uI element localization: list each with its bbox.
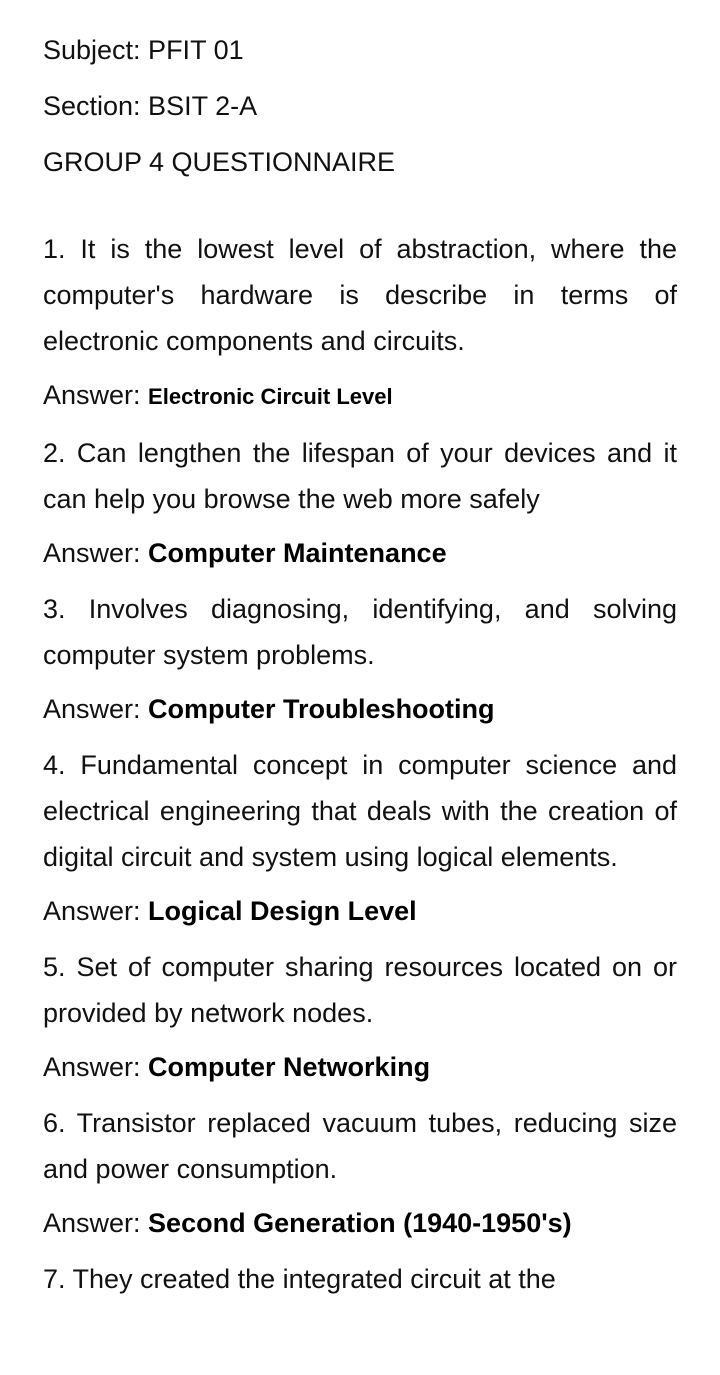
answer-label: Answer: — [43, 896, 149, 926]
question-7: 7. They created the integrated circuit a… — [43, 1264, 556, 1294]
answer-value: Computer Maintenance — [148, 538, 447, 568]
answer-value: Logical Design Level — [148, 896, 417, 926]
answer-value: Computer Troubleshooting — [148, 694, 495, 724]
answer-label: Answer: — [43, 694, 149, 724]
answer-value: Electronic Circuit Level — [148, 384, 393, 409]
question-2: 2. Can lengthen the lifespan of your dev… — [43, 438, 677, 514]
document-title: GROUP 4 QUESTIONNAIRE — [43, 147, 396, 177]
question-5: 5. Set of computer sharing resources loc… — [43, 952, 677, 1028]
answer-4: Answer: Logical Design Level — [43, 888, 677, 934]
section-line: Section: BSIT 2-A — [43, 91, 258, 121]
question-6: 6. Transistor replaced vacuum tubes, red… — [43, 1108, 677, 1184]
answer-value: Second Generation (1940-1950's) — [148, 1208, 572, 1238]
header-spacer — [43, 190, 677, 226]
answer-label: Answer: — [43, 1208, 149, 1238]
answer-3: Answer: Computer Troubleshooting — [43, 686, 677, 732]
answer-label: Answer: — [43, 538, 149, 568]
answer-1: Answer: Electronic Circuit Level — [43, 372, 677, 420]
answer-label: Answer: — [43, 1052, 149, 1082]
answer-5: Answer: Computer Networking — [43, 1044, 677, 1090]
answer-2: Answer: Computer Maintenance — [43, 530, 677, 576]
question-3: 3. Involves diagnosing, identifying, and… — [43, 594, 677, 670]
subject-line: Subject: PFIT 01 — [43, 35, 244, 65]
answer-label: Answer: — [43, 380, 149, 410]
question-4: 4. Fundamental concept in computer scien… — [43, 750, 677, 872]
answer-value: Computer Networking — [148, 1052, 431, 1082]
answer-6: Answer: Second Generation (1940-1950's) — [43, 1200, 677, 1246]
question-1: 1. It is the lowest level of abstraction… — [43, 234, 677, 356]
